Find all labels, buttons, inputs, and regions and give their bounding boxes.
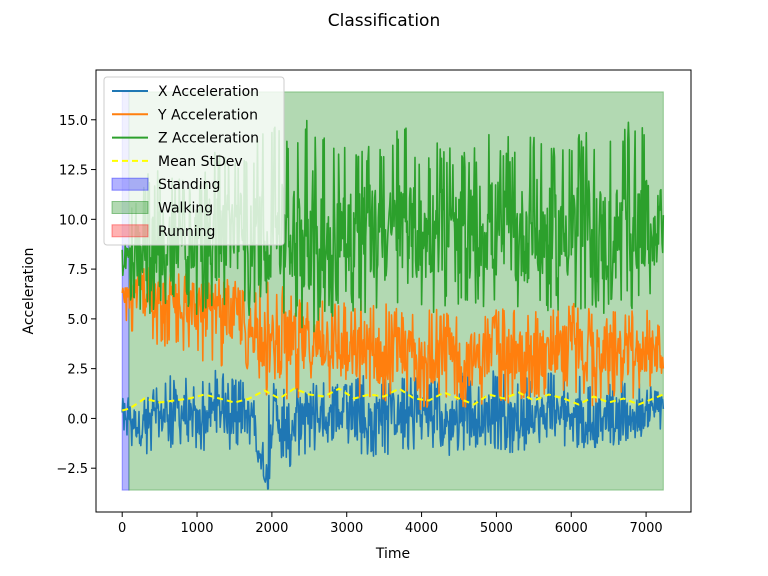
legend-swatch-walking: [111, 201, 149, 214]
chart-title: Classification: [328, 11, 440, 31]
legend-box: [103, 76, 285, 246]
legend-label-mean-stdev: Mean StDev: [158, 154, 243, 170]
series-line-mean-stdev: [121, 387, 664, 412]
legend: X Acceleration Y Acceleration Z Accelerati…: [103, 76, 285, 246]
legend-label-x-acceleration: X Acceleration: [158, 84, 259, 100]
legend-label-standing: Standing: [158, 177, 220, 193]
y-tick-label: 10.0: [59, 213, 88, 228]
y-axis-label: Acceleration: [21, 248, 37, 335]
y-tick-label: 0.0: [67, 412, 88, 427]
x-tick-label: 4000: [405, 521, 438, 536]
legend-label-y-acceleration: Y Acceleration: [157, 107, 258, 123]
legend-label-running: Running: [158, 224, 215, 240]
series-line-z-acceleration: [121, 119, 665, 333]
x-tick-label: 6000: [555, 521, 588, 536]
series-line-y-acceleration: [121, 264, 665, 411]
legend-label-walking: Walking: [158, 201, 213, 217]
x-axis-label: Time: [375, 546, 410, 562]
y-tick-label: −2.5: [56, 462, 88, 477]
y-tick-label: 12.5: [59, 164, 88, 179]
y-tick-label: 7.5: [67, 263, 88, 278]
x-tick-label: 3000: [330, 521, 363, 536]
y-tick-label: 2.5: [67, 363, 88, 378]
x-tick-label: 2000: [255, 521, 288, 536]
legend-label-z-acceleration: Z Acceleration: [158, 131, 259, 147]
x-tick-label: 7000: [630, 521, 663, 536]
y-tick-label: 15.0: [59, 114, 88, 129]
legend-swatch-standing: [111, 177, 149, 191]
legend-swatch-running: [111, 224, 149, 238]
x-tick-label: 0: [118, 521, 126, 536]
x-tick-label: 1000: [180, 521, 213, 536]
plot-frame: [95, 69, 692, 513]
x-tick-label: 5000: [480, 521, 513, 536]
y-tick-label: 5.0: [67, 313, 88, 328]
